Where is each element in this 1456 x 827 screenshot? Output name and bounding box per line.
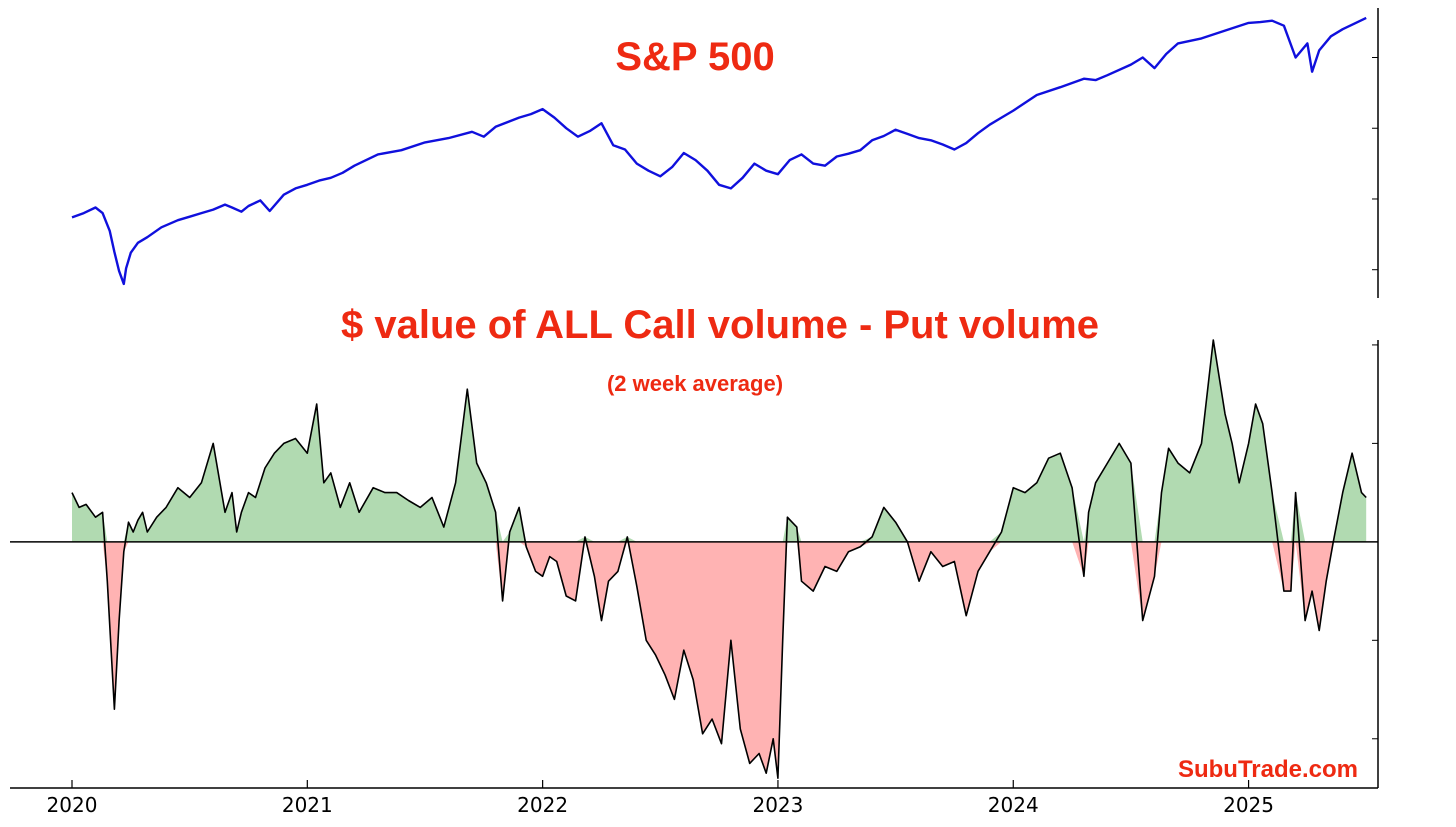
positive-flow-area (72, 340, 1367, 542)
sp500-panel: S&P 500 (71, 8, 1379, 298)
x-tick-label: 2020 (47, 793, 98, 817)
x-tick-label: 2022 (517, 793, 568, 817)
negative-flow-area (72, 541, 1367, 779)
call-put-subtitle: (2 week average) (607, 371, 783, 396)
sp500-title: S&P 500 (615, 35, 774, 79)
sp500-price-line (71, 16, 1367, 286)
subutrade-watermark: SubuTrade.com (1178, 756, 1358, 783)
call-put-y-ticks (1372, 344, 1378, 740)
x-tick-label: 2024 (988, 793, 1039, 817)
call-put-panel: 2020 2021 2022 2023 2024 2025 $ value of ALL … (10, 303, 1379, 817)
x-tick-label: 2023 (752, 793, 803, 817)
x-tick-label: 2021 (282, 793, 333, 817)
call-put-line (71, 339, 1367, 779)
sp500-y-ticks (1372, 57, 1378, 271)
x-ticks: 2020 2021 2022 2023 2024 2025 (47, 780, 1274, 817)
call-put-title: $ value of ALL Call volume - Put volume (341, 303, 1099, 347)
x-tick-label: 2025 (1223, 793, 1274, 817)
